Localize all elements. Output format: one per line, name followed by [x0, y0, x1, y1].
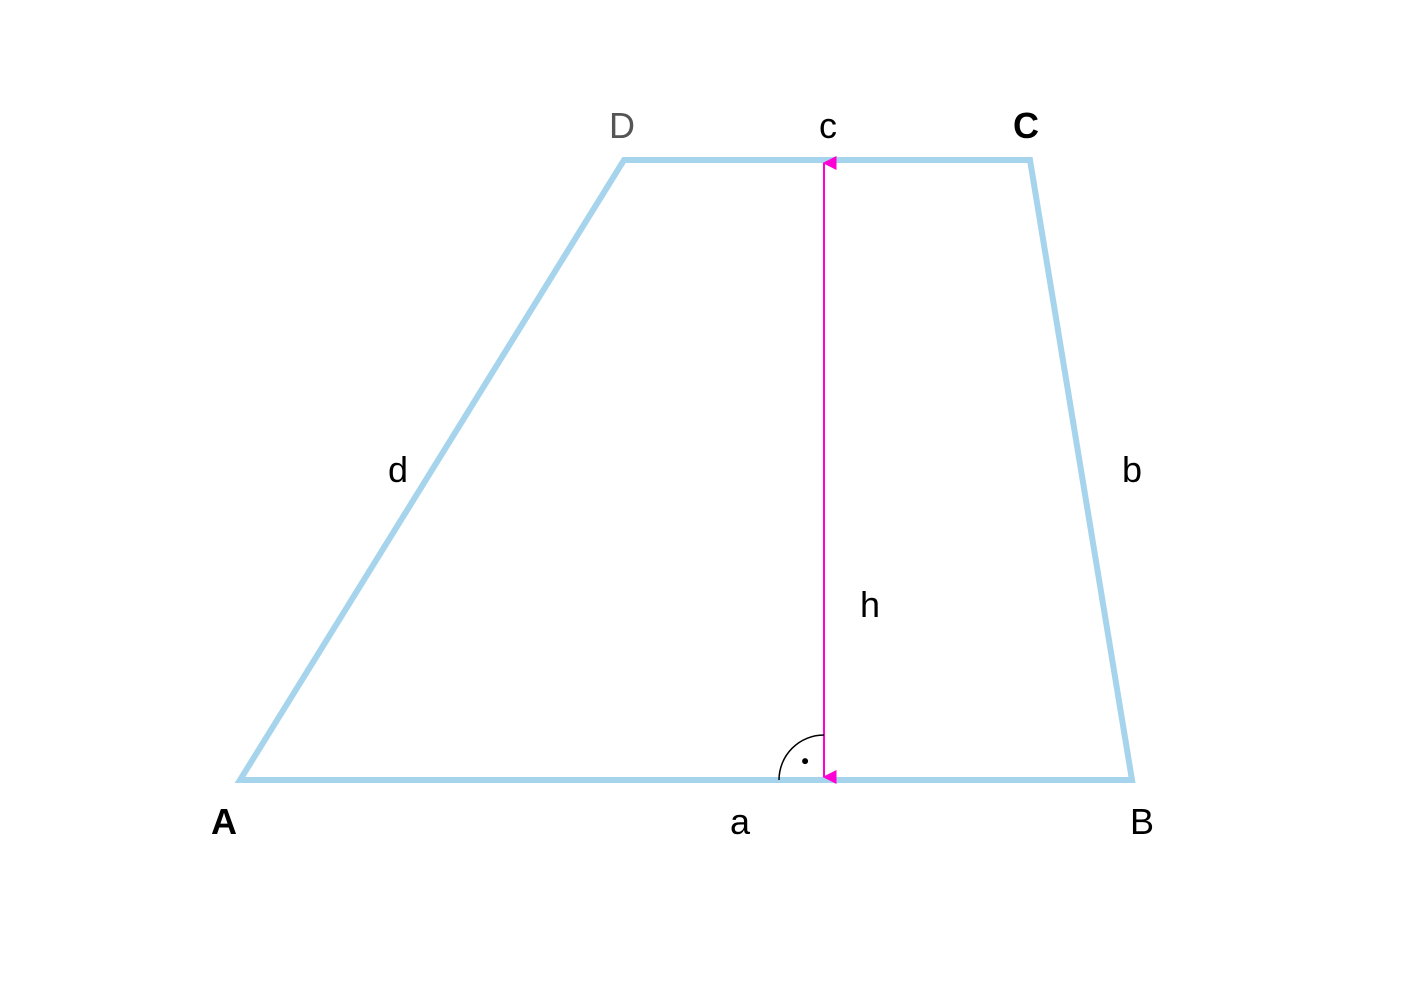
- vertex-label-B: B: [1130, 801, 1154, 843]
- side-label-d: d: [388, 449, 408, 491]
- side-label-a: a: [730, 801, 750, 843]
- side-label-b: b: [1122, 449, 1142, 491]
- vertex-label-A: A: [211, 801, 237, 843]
- vertex-label-C: C: [1013, 105, 1039, 147]
- side-label-h: h: [860, 584, 880, 626]
- trapezoid-diagram: [0, 0, 1403, 992]
- side-label-c: c: [819, 105, 837, 147]
- vertex-label-D: D: [609, 105, 635, 147]
